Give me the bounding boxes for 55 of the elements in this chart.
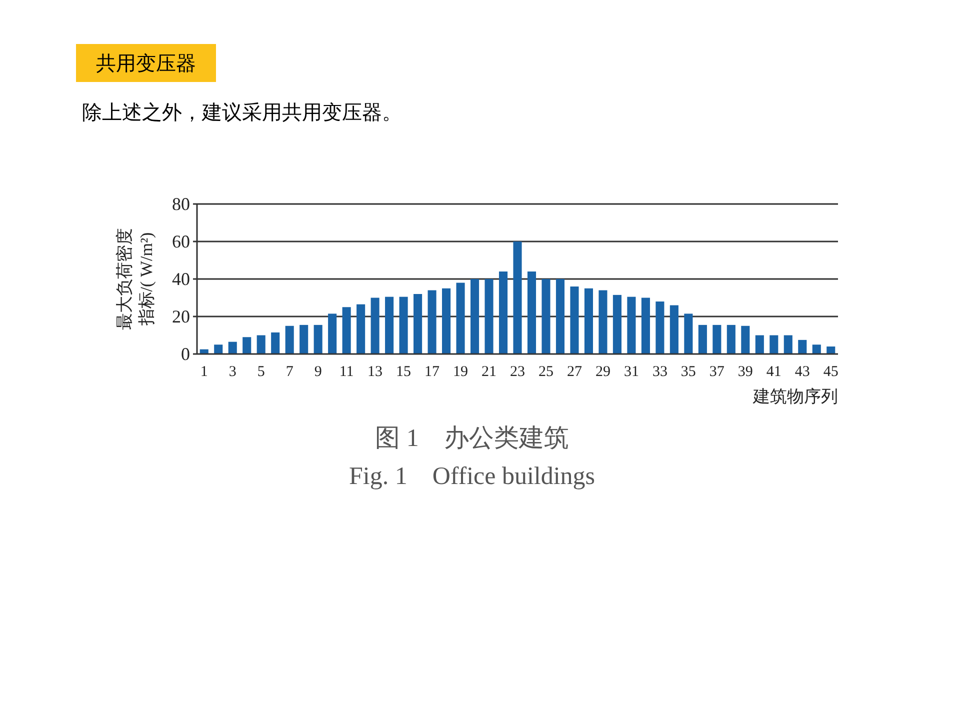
bar <box>741 326 750 354</box>
bar <box>356 304 366 354</box>
caption: Fig. 1 Office buildings <box>348 463 596 490</box>
bar <box>498 272 508 354</box>
bar <box>484 279 494 354</box>
bar <box>812 344 821 354</box>
bar <box>570 286 579 354</box>
bar <box>414 294 422 354</box>
bar <box>712 324 722 354</box>
bar <box>314 324 322 354</box>
bar <box>770 335 778 354</box>
bar <box>826 346 836 354</box>
y-tick-label: 0 <box>181 344 190 364</box>
bar <box>798 340 807 354</box>
bar <box>342 307 351 354</box>
bar <box>385 296 394 354</box>
bar <box>684 314 693 354</box>
bar <box>641 298 650 354</box>
bar <box>399 296 408 354</box>
bar <box>656 302 664 354</box>
bar <box>612 294 622 354</box>
bar <box>442 288 451 354</box>
bar <box>584 288 593 354</box>
bar <box>242 337 252 354</box>
bar <box>256 335 266 354</box>
bar <box>228 342 237 354</box>
bar <box>470 279 480 354</box>
bar <box>328 314 337 354</box>
y-tick-label: 20 <box>172 306 190 326</box>
x-axis-title: 建筑物序列 <box>752 387 838 406</box>
bar <box>456 282 465 354</box>
bar <box>726 324 736 354</box>
bar <box>527 272 536 354</box>
bar <box>542 279 550 354</box>
caption: 图 1 办公类建筑 <box>375 425 569 452</box>
bar <box>300 324 308 354</box>
y-tick-label: 40 <box>172 269 190 289</box>
chart-title: 共用变压器 <box>96 53 196 75</box>
bar <box>285 326 294 354</box>
bar <box>370 298 380 354</box>
bar <box>755 335 764 354</box>
bar <box>513 242 522 354</box>
bar <box>271 332 280 354</box>
bar <box>214 344 223 354</box>
y-tick-label: 60 <box>172 232 190 252</box>
bar <box>670 305 678 354</box>
bar <box>698 324 707 354</box>
y-axis-title: 最大负荷密度指标/( W/m²) <box>115 228 156 330</box>
bar <box>598 290 608 354</box>
bar <box>428 290 436 354</box>
bar <box>556 279 565 354</box>
bar <box>784 335 792 354</box>
bar <box>627 296 636 354</box>
y-tick-label: 80 <box>172 194 190 214</box>
chart-subtitle: 除上述之外，建议采用共用变压器。 <box>82 102 402 124</box>
